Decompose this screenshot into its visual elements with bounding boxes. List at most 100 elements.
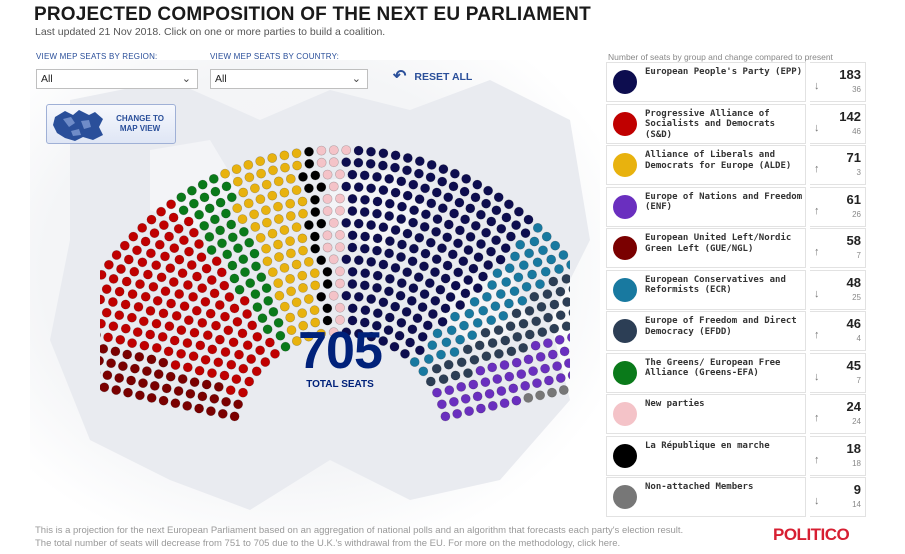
seat-dot-alde[interactable] — [232, 203, 243, 214]
seat-dot-epp[interactable] — [360, 268, 371, 279]
seat-dot-greens-efa[interactable] — [262, 324, 273, 335]
seat-dot-s-d[interactable] — [188, 291, 198, 302]
seat-dot-ecr[interactable] — [486, 315, 497, 326]
seat-dot-epp[interactable] — [353, 218, 364, 229]
seat-dot-enf[interactable] — [532, 378, 542, 388]
seat-dot-s-d[interactable] — [156, 206, 166, 217]
seat-dot-greens-efa[interactable] — [187, 185, 197, 196]
seat-dot-greens-efa[interactable] — [199, 192, 210, 203]
seat-dot-s-d[interactable] — [179, 235, 189, 246]
seat-dot-epp[interactable] — [378, 336, 389, 346]
seat-dot-s-d[interactable] — [108, 321, 119, 332]
seat-dot-alde[interactable] — [256, 168, 266, 179]
seat-dot-new-parties[interactable] — [335, 314, 345, 325]
seat-dot-alde[interactable] — [244, 172, 255, 183]
seat-dot-epp[interactable] — [443, 219, 454, 230]
seat-dot-epp[interactable] — [481, 227, 491, 238]
seat-dot-epp[interactable] — [372, 208, 382, 219]
seat-dot-la-r-publique-en-marche[interactable] — [310, 194, 320, 205]
seat-dot-alde[interactable] — [249, 209, 259, 220]
seat-dot-greens-efa[interactable] — [238, 226, 249, 237]
seat-dot-enf[interactable] — [475, 403, 486, 414]
seat-dot-gue-ngl[interactable] — [106, 358, 117, 369]
seat-dot-enf[interactable] — [567, 371, 570, 380]
seat-dot-alde[interactable] — [260, 205, 271, 216]
seat-dot-epp[interactable] — [394, 330, 405, 341]
seat-dot-s-d[interactable] — [206, 275, 217, 285]
seat-dot-alde[interactable] — [285, 174, 296, 184]
party-button-epp[interactable]: European People's Party (EPP) — [606, 62, 806, 102]
seat-dot-epp[interactable] — [366, 146, 376, 157]
seat-dot-epp[interactable] — [353, 255, 364, 266]
seat-dot-alde[interactable] — [280, 162, 290, 173]
seat-dot-new-parties[interactable] — [316, 145, 327, 156]
seat-dot-epp[interactable] — [389, 341, 400, 352]
seat-dot-alde[interactable] — [310, 317, 321, 328]
seat-dot-alde[interactable] — [309, 305, 320, 316]
seat-dot-efdd[interactable] — [555, 286, 566, 297]
seat-dot-gue-ngl[interactable] — [100, 330, 101, 339]
seat-dot-s-d[interactable] — [164, 321, 175, 332]
seat-dot-epp[interactable] — [460, 288, 471, 299]
seat-dot-epp[interactable] — [365, 158, 376, 169]
seat-dot-epp[interactable] — [359, 170, 370, 181]
seat-dot-s-d[interactable] — [216, 267, 227, 278]
seat-dot-s-d[interactable] — [189, 227, 199, 238]
seat-dot-la-r-publique-en-marche[interactable] — [304, 146, 314, 157]
seat-dot-gue-ngl[interactable] — [206, 406, 216, 416]
seat-dot-s-d[interactable] — [163, 346, 174, 357]
seat-dot-epp[interactable] — [454, 197, 465, 208]
seat-dot-greens-efa[interactable] — [240, 267, 250, 278]
seat-dot-efdd[interactable] — [462, 344, 473, 355]
seat-dot-greens-efa[interactable] — [229, 273, 240, 284]
seat-dot-efdd[interactable] — [480, 327, 491, 338]
seat-dot-la-r-publique-en-marche[interactable] — [322, 279, 333, 289]
seat-dot-greens-efa[interactable] — [221, 181, 232, 192]
seat-dot-epp[interactable] — [372, 282, 382, 293]
seat-dot-s-d[interactable] — [189, 327, 200, 338]
seat-dot-s-d[interactable] — [169, 243, 180, 253]
seat-dot-s-d[interactable] — [196, 252, 207, 263]
seat-dot-alde[interactable] — [279, 150, 290, 161]
seat-dot-epp[interactable] — [432, 214, 443, 224]
seat-dot-greens-efa[interactable] — [176, 192, 187, 203]
seat-dot-enf[interactable] — [555, 373, 566, 383]
seat-dot-alde[interactable] — [298, 320, 309, 331]
party-button-enf[interactable]: Europe of Nations and Freedom (ENF) — [606, 186, 806, 227]
seat-dot-epp[interactable] — [453, 238, 463, 249]
seat-dot-enf[interactable] — [487, 362, 498, 373]
seat-dot-efdd[interactable] — [443, 359, 454, 370]
seat-dot-alde[interactable] — [232, 176, 243, 187]
seat-dot-gue-ngl[interactable] — [201, 379, 212, 390]
seat-dot-greens-efa[interactable] — [234, 284, 245, 295]
seat-dot-efdd[interactable] — [568, 308, 570, 317]
seat-dot-efdd[interactable] — [500, 335, 511, 346]
seat-dot-ecr[interactable] — [517, 295, 528, 306]
seat-dot-epp[interactable] — [384, 174, 395, 184]
seat-dot-alde[interactable] — [231, 164, 242, 174]
seat-dot-epp[interactable] — [431, 254, 442, 265]
seat-dot-ecr[interactable] — [532, 257, 543, 268]
seat-dot-new-parties[interactable] — [328, 290, 339, 301]
seat-dot-s-d[interactable] — [247, 320, 258, 331]
seat-dot-epp[interactable] — [396, 214, 407, 224]
seat-dot-alde[interactable] — [285, 273, 295, 284]
seat-dot-non-attached-members[interactable] — [535, 390, 545, 401]
seat-dot-non-attached-members[interactable] — [523, 392, 534, 403]
seat-dot-enf[interactable] — [559, 346, 570, 357]
seat-dot-s-d[interactable] — [207, 344, 218, 355]
seat-dot-epp[interactable] — [378, 222, 389, 233]
seat-dot-ecr[interactable] — [472, 317, 483, 328]
seat-dot-alde[interactable] — [261, 243, 271, 254]
seat-dot-s-d[interactable] — [226, 359, 237, 370]
seat-dot-alde[interactable] — [291, 222, 302, 233]
seat-dot-efdd[interactable] — [463, 368, 473, 378]
seat-dot-enf[interactable] — [444, 385, 455, 396]
seat-dot-s-d[interactable] — [205, 308, 216, 319]
seat-dot-epp[interactable] — [440, 273, 451, 284]
seat-dot-new-parties[interactable] — [328, 145, 339, 156]
seat-dot-s-d[interactable] — [158, 308, 169, 319]
party-button-ecr[interactable]: European Conservatives and Reformists (E… — [606, 269, 806, 310]
seat-dot-gue-ngl[interactable] — [110, 346, 121, 357]
seat-dot-s-d[interactable] — [100, 294, 106, 305]
